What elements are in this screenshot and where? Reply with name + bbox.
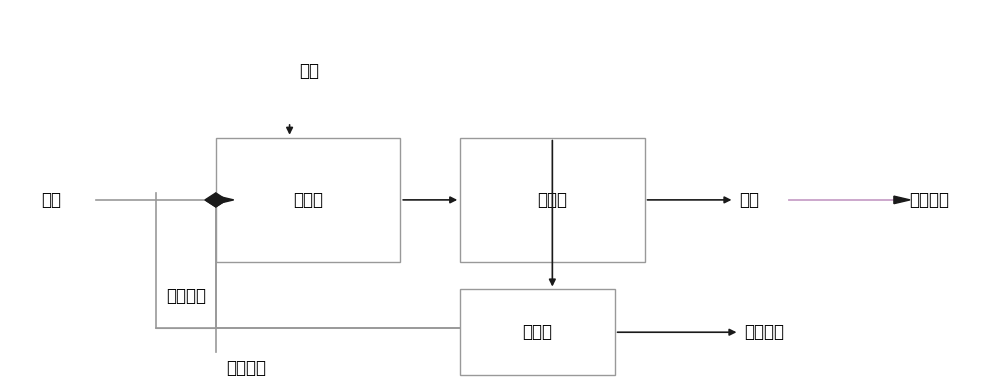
Text: 絮凝池: 絮凝池 — [293, 191, 323, 209]
Text: 出水: 出水 — [739, 191, 759, 209]
Bar — [216, 138, 400, 262]
Bar — [460, 138, 645, 262]
Polygon shape — [216, 196, 234, 204]
Text: 储泥池: 储泥池 — [522, 323, 552, 341]
Polygon shape — [205, 200, 227, 207]
Polygon shape — [205, 200, 227, 207]
Text: 剩余污泥: 剩余污泥 — [744, 323, 784, 341]
Text: 投加碳源: 投加碳源 — [226, 359, 266, 377]
Text: 曝气: 曝气 — [300, 62, 320, 80]
Bar — [460, 289, 615, 375]
Text: 后续处理: 后续处理 — [909, 191, 949, 209]
Text: 回流污泥: 回流污泥 — [166, 287, 206, 305]
Text: 污水: 污水 — [41, 191, 61, 209]
Polygon shape — [205, 193, 227, 200]
Polygon shape — [894, 196, 910, 204]
Text: 沉淀池: 沉淀池 — [537, 191, 567, 209]
